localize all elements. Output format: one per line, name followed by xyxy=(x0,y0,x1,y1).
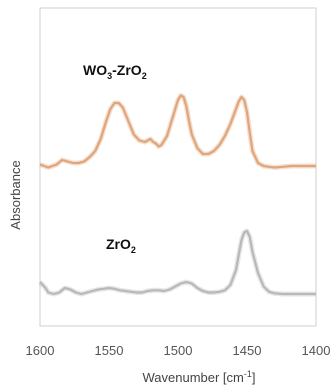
series-label-wo3-sub: 3 xyxy=(107,71,112,81)
x-tick-label: 1550 xyxy=(95,343,124,358)
x-axis-title-close: ] xyxy=(252,370,256,385)
series-label-zro2-main: ZrO xyxy=(106,236,131,252)
series-line-0 xyxy=(39,94,316,169)
series-line-1 xyxy=(39,229,316,296)
series-label-zro2-sub: 2 xyxy=(131,245,136,255)
series-label-wo3-zro2: WO3-ZrO2 xyxy=(83,62,147,81)
x-tick-label: 1450 xyxy=(233,343,262,358)
x-axis-title-text: Wavenumber [cm xyxy=(142,370,243,385)
x-axis-title: Wavenumber [cm-1] xyxy=(142,369,255,385)
series-label-wo3-sub2: 2 xyxy=(142,71,147,81)
x-tick-label: 1500 xyxy=(164,343,193,358)
x-tick-labels: 1600 1550 1500 1450 1400 xyxy=(26,343,331,358)
series-label-wo3-main: WO xyxy=(83,62,107,78)
x-tick-label: 1600 xyxy=(26,343,55,358)
x-tick-label: 1400 xyxy=(302,343,331,358)
series-lines xyxy=(38,93,316,297)
y-axis-title: Absorbance xyxy=(8,160,23,229)
series-label-wo3-mid: -ZrO xyxy=(112,62,142,78)
x-axis-title-sup: -1 xyxy=(244,369,252,379)
series-label-zro2: ZrO2 xyxy=(106,236,136,255)
